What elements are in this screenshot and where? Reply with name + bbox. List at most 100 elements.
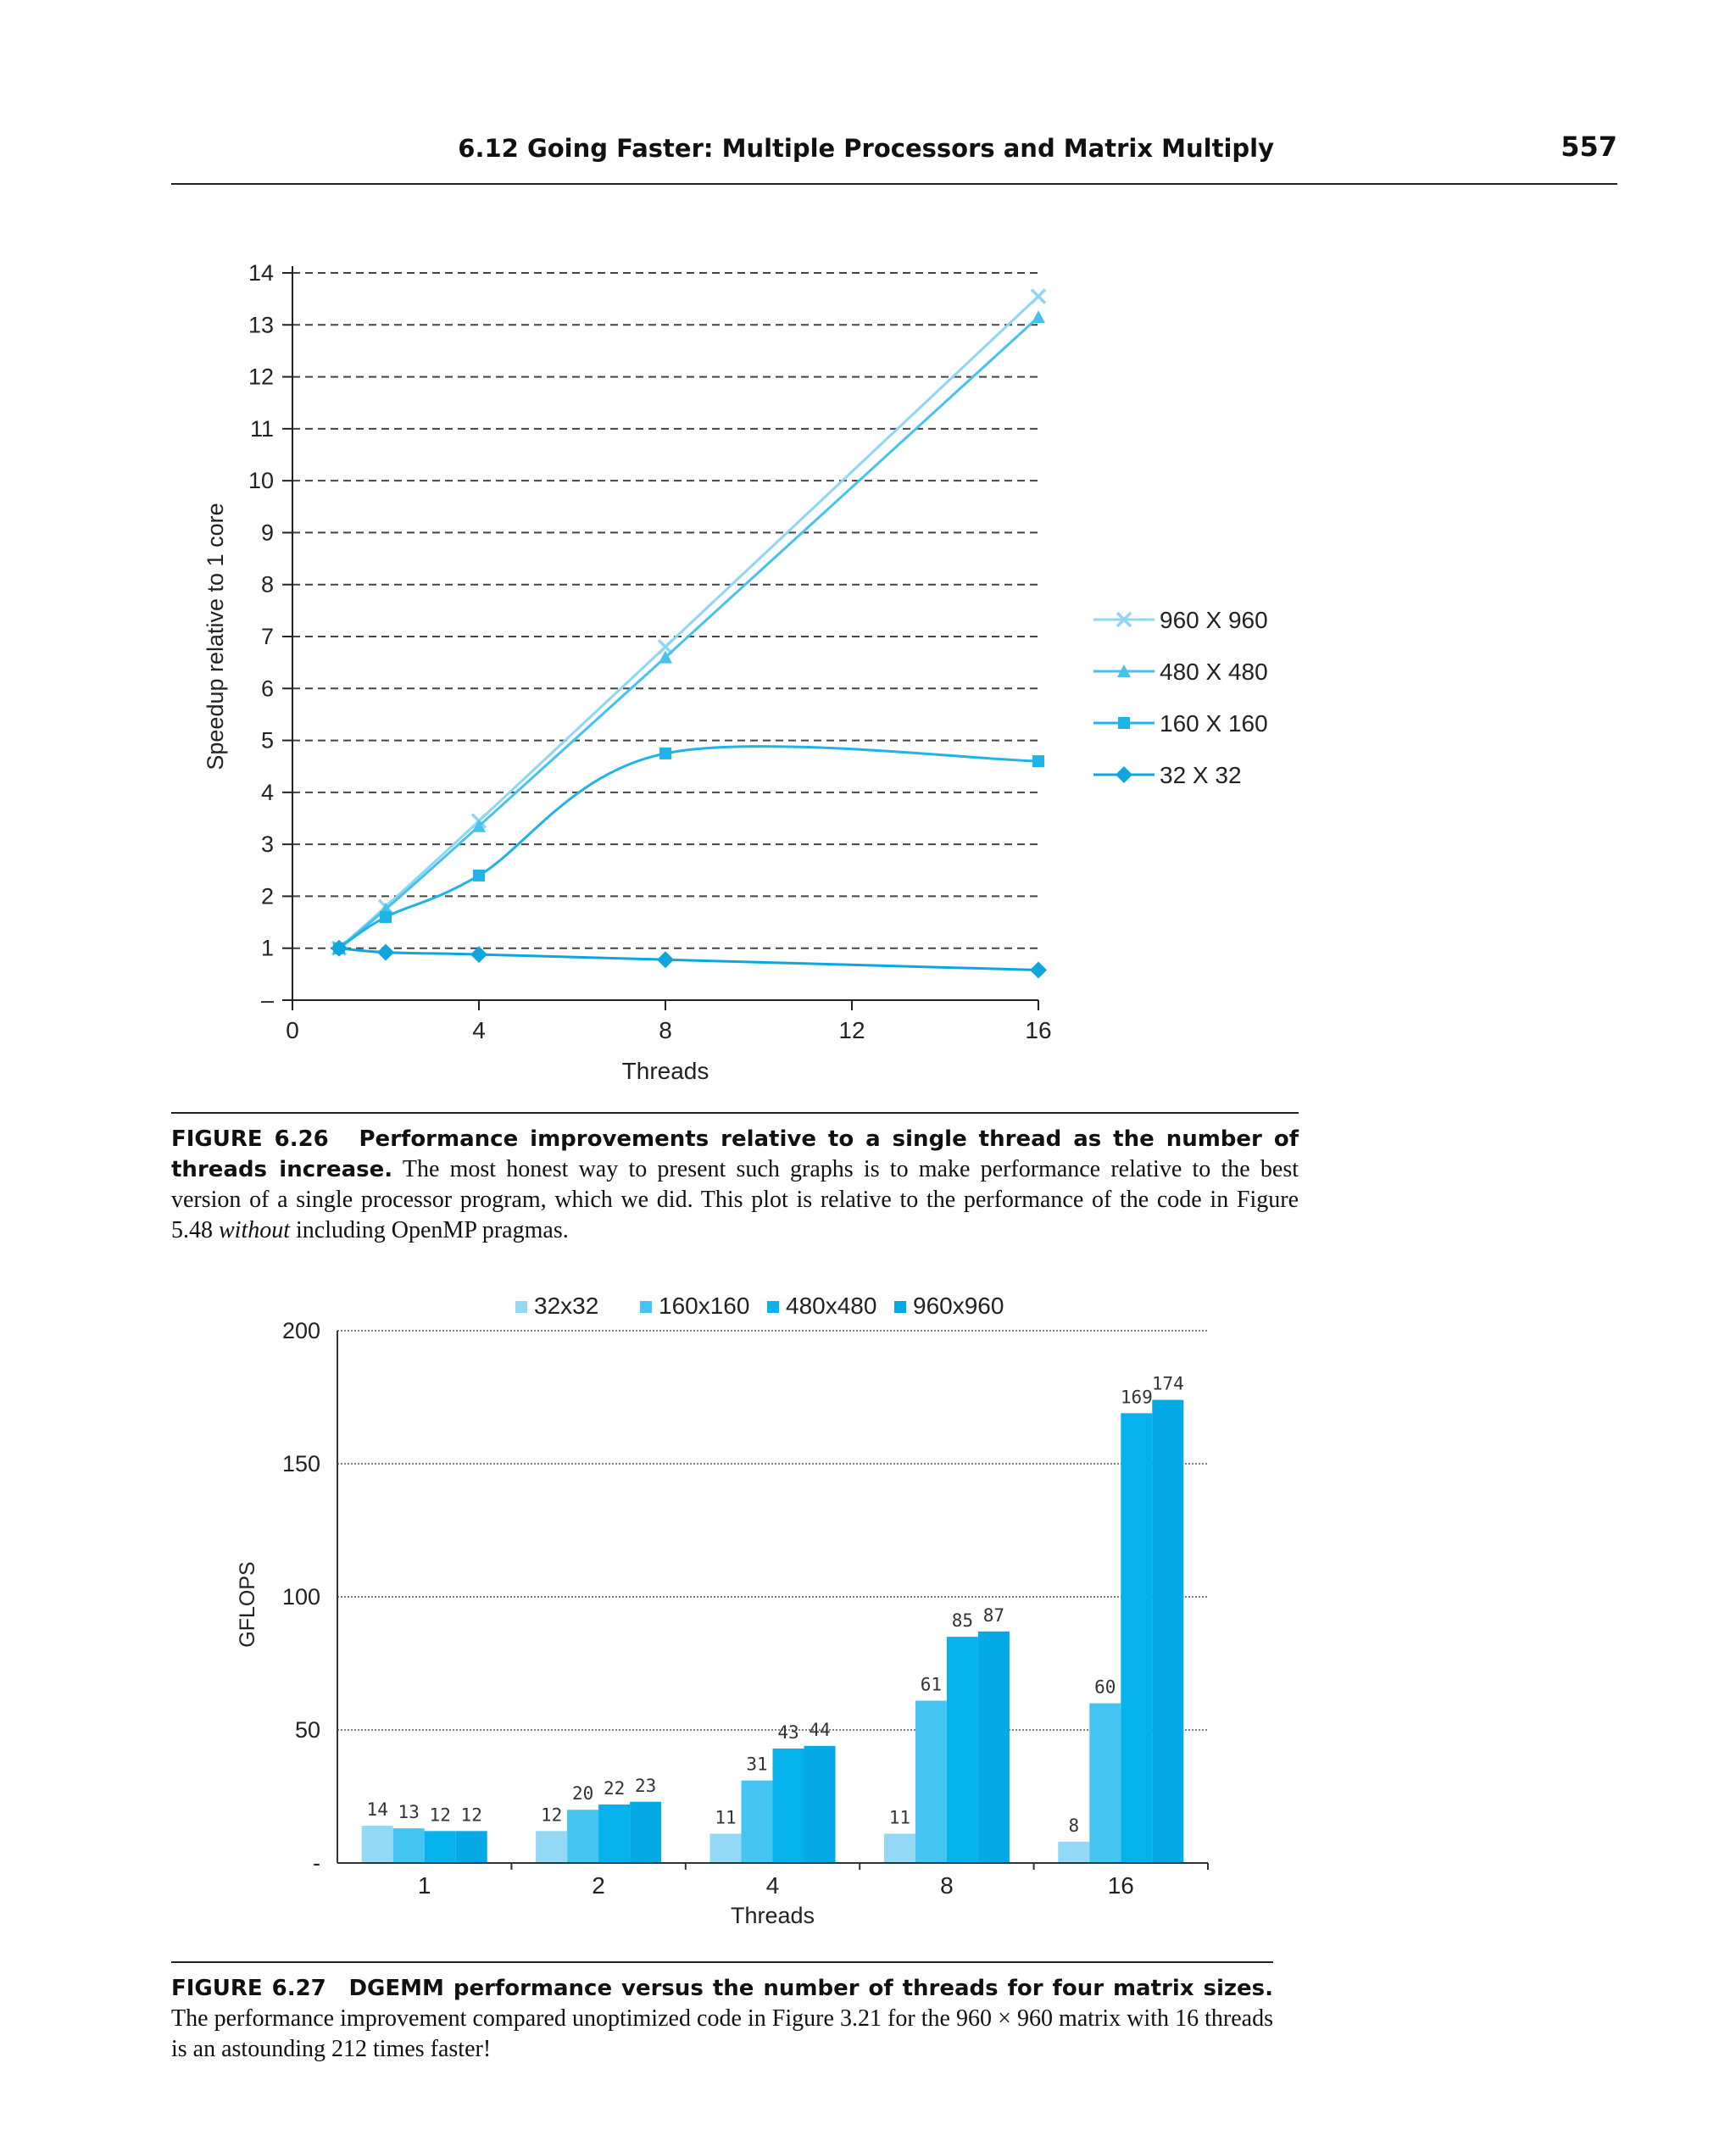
series-line bbox=[338, 947, 1039, 971]
chart2-axes bbox=[337, 1331, 1209, 1870]
legend-swatch bbox=[767, 1301, 779, 1313]
legend-item: 480 X 480 bbox=[1093, 659, 1268, 685]
bar-value-label: 20 bbox=[572, 1783, 593, 1804]
bar-value-label: 87 bbox=[983, 1605, 1004, 1626]
caption-emphasis: without bbox=[219, 1217, 291, 1243]
triangle-marker bbox=[1032, 310, 1045, 324]
y-tick-label: 200 bbox=[282, 1318, 320, 1343]
bar-value-label: 23 bbox=[635, 1776, 656, 1796]
chart1-series bbox=[331, 288, 1047, 979]
bar-480x480-threads-4 bbox=[772, 1748, 804, 1863]
y-tick-label: – bbox=[261, 987, 274, 1013]
bar-value-label: 13 bbox=[398, 1802, 420, 1822]
series-32x32 bbox=[331, 939, 1047, 979]
chart2-x-axis-label: Threads bbox=[731, 1903, 815, 1928]
y-tick-label: 50 bbox=[295, 1717, 320, 1743]
x-tick-label: 12 bbox=[838, 1017, 865, 1043]
y-tick-label: 4 bbox=[261, 780, 274, 805]
figure-6-26-caption: FIGURE 6.26 Performance improvements rel… bbox=[171, 1112, 1299, 1246]
bar-960x960-threads-16 bbox=[1152, 1399, 1184, 1863]
figure-label: FIGURE 6.26 bbox=[171, 1126, 329, 1152]
diamond-marker bbox=[1116, 766, 1132, 783]
square-marker bbox=[1032, 755, 1044, 768]
chart2-y-axis-label: GFLOPS bbox=[236, 1561, 259, 1647]
bar-480x480-threads-2 bbox=[598, 1804, 631, 1863]
y-tick-label: 7 bbox=[261, 624, 274, 649]
x-tick-label: 8 bbox=[659, 1017, 672, 1043]
y-tick-label: 6 bbox=[261, 676, 274, 701]
square-marker bbox=[1118, 717, 1130, 729]
bar-160x160-threads-2 bbox=[567, 1810, 599, 1863]
diamond-marker bbox=[377, 943, 394, 961]
y-tick-label: - bbox=[313, 1850, 320, 1876]
legend-item: 960x960 bbox=[894, 1293, 1004, 1319]
bar-32x32-threads-4 bbox=[709, 1833, 742, 1863]
series-line bbox=[338, 745, 1039, 949]
x-tick-label: 2 bbox=[592, 1872, 605, 1899]
section-title: 6.12 Going Faster: Multiple Processors a… bbox=[458, 134, 1274, 163]
x-marker bbox=[1030, 288, 1047, 304]
chart1-x-axis-label: Threads bbox=[622, 1058, 709, 1084]
legend-label: 960 X 960 bbox=[1160, 607, 1268, 633]
figure-6-27-caption: FIGURE 6.27 DGEMM performance versus the… bbox=[171, 1961, 1273, 2065]
bar-value-label: 85 bbox=[952, 1610, 973, 1631]
bar-160x160-threads-4 bbox=[741, 1780, 773, 1863]
bar-32x32-threads-2 bbox=[536, 1831, 568, 1863]
page-number: 557 bbox=[1561, 131, 1617, 163]
bar-32x32-threads-16 bbox=[1058, 1841, 1090, 1863]
x-tick-label: 16 bbox=[1025, 1017, 1051, 1043]
chart1-y-axis-label: Speedup relative to 1 core bbox=[203, 503, 228, 770]
x-tick-label: 4 bbox=[766, 1872, 780, 1899]
bar-480x480-threads-8 bbox=[946, 1637, 978, 1863]
bar-value-label: 11 bbox=[715, 1807, 736, 1827]
bar-value-label: 43 bbox=[777, 1722, 798, 1743]
legend-swatch bbox=[894, 1301, 906, 1313]
y-tick-label: 5 bbox=[261, 728, 274, 754]
bar-value-label: 14 bbox=[367, 1799, 388, 1820]
diamond-marker bbox=[657, 951, 674, 969]
bar-value-label: 11 bbox=[889, 1807, 910, 1827]
square-marker bbox=[380, 910, 392, 923]
legend-item: 160 X 160 bbox=[1093, 710, 1268, 737]
square-marker bbox=[473, 869, 485, 881]
bar-value-label: 22 bbox=[604, 1778, 625, 1799]
y-tick-label: 9 bbox=[261, 520, 274, 545]
running-header: 6.12 Going Faster: Multiple Processors a… bbox=[171, 127, 1617, 185]
bar-value-label: 8 bbox=[1068, 1816, 1079, 1836]
series-160x160 bbox=[333, 745, 1044, 954]
legend-item: 32 X 32 bbox=[1093, 762, 1242, 788]
legend-label: 32 X 32 bbox=[1160, 762, 1242, 788]
y-tick-label: 150 bbox=[282, 1451, 320, 1476]
diamond-marker bbox=[331, 939, 348, 957]
legend-label: 480 X 480 bbox=[1160, 659, 1268, 685]
caption-text: The performance improvement compared uno… bbox=[171, 2005, 1273, 2062]
series-960x960 bbox=[331, 288, 1047, 956]
triangle-marker bbox=[659, 650, 672, 664]
y-tick-label: 3 bbox=[261, 831, 274, 857]
x-tick-label: 16 bbox=[1108, 1872, 1134, 1899]
y-tick-label: 13 bbox=[248, 312, 274, 337]
bar-960x960-threads-4 bbox=[804, 1745, 836, 1863]
chart2-bars: 14 13 12 12 12 20 22 23 11 31 43 44 11 61 85 87 8 60 16917… bbox=[361, 1374, 1184, 1863]
diamond-marker bbox=[470, 946, 487, 964]
y-tick-label: 14 bbox=[248, 260, 274, 286]
legend-item: 160x160 bbox=[640, 1293, 749, 1319]
legend-item: 480x480 bbox=[767, 1293, 876, 1319]
caption-text: The most honest way to present such grap… bbox=[171, 1156, 1299, 1243]
bar-value-label: 12 bbox=[541, 1805, 562, 1825]
figure-label: FIGURE 6.27 bbox=[171, 1976, 326, 2001]
y-tick-label: 12 bbox=[248, 364, 274, 390]
bar-960x960-threads-8 bbox=[977, 1631, 1010, 1863]
y-tick-label: 2 bbox=[261, 883, 274, 909]
legend-label: 160x160 bbox=[659, 1293, 749, 1319]
legend-label: 32x32 bbox=[534, 1293, 598, 1319]
bar-value-label: 44 bbox=[809, 1720, 830, 1740]
bar-value-label: 60 bbox=[1094, 1677, 1116, 1698]
legend-label: 480x480 bbox=[786, 1293, 876, 1319]
series-line bbox=[338, 295, 1040, 949]
y-tick-label: 8 bbox=[261, 572, 274, 598]
bar-160x160-threads-8 bbox=[915, 1700, 947, 1863]
